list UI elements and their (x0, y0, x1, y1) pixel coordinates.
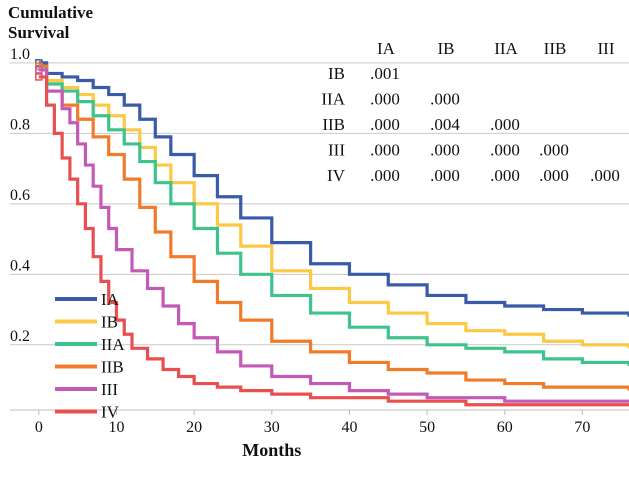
pvalue-cell: .000 (430, 90, 460, 109)
x-tick-label: 20 (186, 419, 202, 436)
x-tick-label: 50 (419, 419, 435, 436)
legend-label-iv: IV (101, 403, 120, 422)
pvalue-cell: .000 (490, 141, 520, 160)
censor-mark (35, 66, 43, 74)
survival-line-iii (38, 68, 629, 403)
y-tick-label: 0.2 (10, 328, 30, 345)
legend-label-iii: III (101, 380, 118, 399)
y-tick-label: 0.8 (10, 116, 30, 133)
y-axis-title-line: Survival (8, 23, 70, 42)
pvalue-row-label: III (328, 141, 345, 160)
pvalue-cell: .004 (430, 115, 460, 134)
pvalue-row-label: IIB (322, 115, 345, 134)
pvalue-table: IA IB IIA IIB III IB .001 IIA .000 .000 IIB .000 .00… (321, 39, 619, 185)
pvalue-col-header: III (598, 39, 615, 58)
gridlines (10, 62, 629, 411)
y-axis-title: Cumulative Survival (8, 3, 93, 42)
x-tick-label: 40 (341, 419, 357, 436)
legend: IA IB IIA IIB III IV (55, 290, 125, 422)
y-axis-title-line: Cumulative (8, 3, 93, 22)
survival-line-iib (38, 64, 629, 391)
pvalue-row-label: IIA (321, 90, 345, 109)
pvalue-cell: .000 (539, 141, 569, 160)
pvalue-cell: .000 (430, 166, 460, 185)
x-tick-label: 0 (35, 419, 43, 436)
pvalue-cell: .000 (490, 115, 520, 134)
pvalue-cell: .000 (430, 141, 460, 160)
pvalue-cell: .000 (539, 166, 569, 185)
x-tick-label: 70 (574, 419, 590, 436)
censor-mark (35, 73, 43, 81)
survival-line-ib (38, 64, 629, 349)
pvalue-cell: .000 (490, 166, 520, 185)
y-tick-label: 1.0 (10, 46, 30, 63)
pvalue-cell: .000 (370, 166, 400, 185)
pvalue-row-label: IV (327, 166, 346, 185)
y-axis: 1.0 0.8 0.6 0.4 0.2 (10, 46, 30, 345)
y-tick-label: 0.4 (10, 257, 30, 274)
x-axis-title: Months (242, 440, 301, 460)
survival-curves (35, 59, 629, 407)
x-tick-label: 60 (497, 419, 513, 436)
legend-label-ib: IB (101, 313, 118, 332)
pvalue-col-header: IIA (494, 39, 518, 58)
survival-line-iv (38, 75, 629, 407)
pvalue-col-header: IIB (544, 39, 567, 58)
x-axis: 0 10 20 30 40 50 60 70 (35, 410, 590, 436)
pvalue-col-header: IB (438, 39, 455, 58)
x-tick-label: 30 (264, 419, 280, 436)
pvalue-cell: .000 (370, 141, 400, 160)
pvalue-cell: .000 (590, 166, 620, 185)
pvalue-cell: .000 (370, 90, 400, 109)
pvalue-col-header: IA (377, 39, 396, 58)
survival-line-ia (38, 61, 629, 317)
survival-line-iia (38, 64, 629, 366)
legend-label-ia: IA (101, 290, 120, 309)
y-tick-label: 0.6 (10, 187, 30, 204)
x-tick-label: 10 (108, 419, 124, 436)
legend-label-iia: IIA (101, 335, 125, 354)
pvalue-cell: .001 (370, 64, 400, 83)
legend-label-iib: IIB (101, 358, 124, 377)
pvalue-cell: .000 (370, 115, 400, 134)
pvalue-row-label: IB (328, 64, 345, 83)
